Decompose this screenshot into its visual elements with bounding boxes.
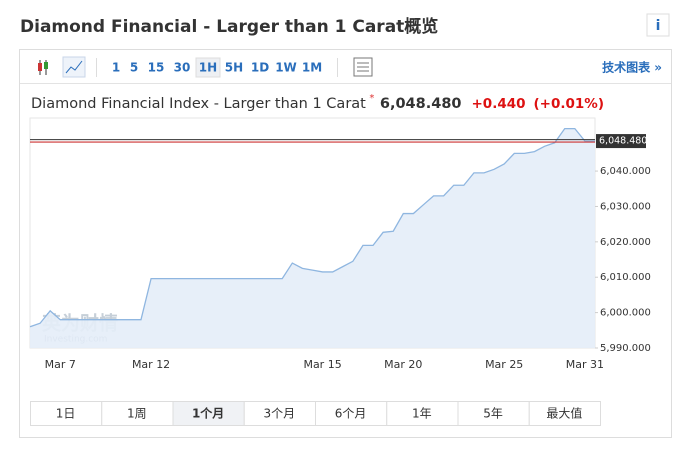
range-label[interactable]: 1周 bbox=[127, 407, 147, 421]
range-label[interactable]: 最大值 bbox=[546, 406, 582, 421]
y-tick-label: 6,020.000 bbox=[600, 237, 651, 248]
range-button[interactable] bbox=[101, 401, 174, 426]
interval-button[interactable]: 1H bbox=[199, 61, 217, 75]
technical-chart-link[interactable]: 技术图表 » bbox=[602, 60, 662, 75]
range-button[interactable] bbox=[315, 401, 388, 426]
range-label[interactable]: 1个月 bbox=[192, 406, 224, 421]
area-fill bbox=[30, 128, 595, 348]
range-button[interactable] bbox=[243, 401, 316, 426]
interval-button[interactable]: 30 bbox=[174, 61, 191, 75]
range-button[interactable] bbox=[386, 401, 459, 426]
range-label[interactable]: 3个月 bbox=[264, 407, 296, 421]
y-tick-label: 6,010.000 bbox=[600, 272, 651, 283]
range-button[interactable] bbox=[172, 401, 245, 426]
line-icon[interactable] bbox=[62, 56, 86, 78]
interval-button[interactable]: 1D bbox=[251, 61, 269, 75]
quote-line: Diamond Financial Index - Larger than 1 … bbox=[31, 96, 366, 112]
last-price: 6,048.480 bbox=[380, 96, 462, 112]
interval-button[interactable]: 1M bbox=[302, 61, 322, 75]
interval-button[interactable]: 1 bbox=[112, 61, 120, 75]
change: +0.440 bbox=[472, 96, 526, 112]
price-line bbox=[29, 127, 596, 328]
range-button[interactable] bbox=[528, 401, 601, 426]
info-icon[interactable]: i bbox=[656, 18, 661, 34]
range-button[interactable] bbox=[30, 401, 103, 426]
candle-icon[interactable] bbox=[38, 60, 48, 75]
interval-button[interactable]: 1W bbox=[275, 61, 297, 75]
interval-button[interactable]: 5H bbox=[225, 61, 243, 75]
range-label[interactable]: 1日 bbox=[56, 407, 76, 421]
x-tick-label: Mar 15 bbox=[303, 358, 341, 371]
interval-button[interactable]: 15 bbox=[148, 61, 165, 75]
y-tick-label: 5,990.000 bbox=[600, 343, 651, 354]
y-tick-label: 6,040.000 bbox=[600, 166, 651, 177]
y-tick-label: 6,030.000 bbox=[600, 201, 651, 212]
x-tick-label: Mar 12 bbox=[132, 358, 170, 371]
last-value-label: 6,048.480 bbox=[599, 136, 647, 147]
x-tick-label: Mar 25 bbox=[485, 358, 523, 371]
interval-active bbox=[195, 57, 221, 78]
range-label[interactable]: 6个月 bbox=[335, 407, 367, 421]
info-button[interactable] bbox=[646, 13, 670, 37]
range-label[interactable]: 1年 bbox=[412, 407, 432, 421]
x-tick-label: Mar 7 bbox=[45, 358, 76, 371]
page-title: Diamond Financial - Larger than 1 Carat概… bbox=[20, 16, 438, 37]
interval-button[interactable]: 5 bbox=[130, 61, 138, 75]
range-label[interactable]: 5年 bbox=[483, 407, 503, 421]
star: * bbox=[369, 93, 374, 104]
change-percent: (+0.01%) bbox=[534, 96, 605, 112]
x-tick-label: Mar 31 bbox=[566, 358, 604, 371]
y-tick-label: 6,000.000 bbox=[600, 308, 651, 319]
line-icon-glyph bbox=[65, 60, 83, 74]
index-name: Diamond Financial Index - Larger than 1 … bbox=[31, 96, 366, 112]
x-tick-label: Mar 20 bbox=[384, 358, 422, 371]
last-value-box bbox=[596, 134, 646, 149]
